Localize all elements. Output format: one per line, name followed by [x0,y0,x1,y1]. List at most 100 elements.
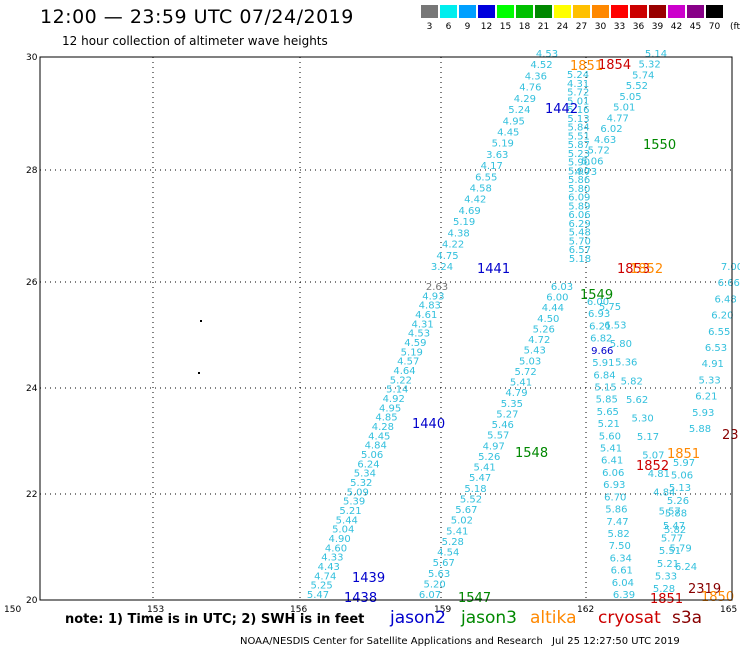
swh-value: 6.57 [569,245,591,256]
swh-value: 5.84 [567,123,589,134]
legend-swatch [478,5,495,18]
swh-value: 4.97 [483,441,505,452]
swh-value: 5.04 [332,525,354,536]
swh-value: 5.72 [567,88,589,99]
swh-value: 5.19 [453,217,475,228]
axis-tick-labels: 150 153 156 159 162 165 20 22 24 26 28 30 [4,53,737,615]
swh-value: 5.44 [336,515,358,526]
swh-value: 4.93 [422,291,444,302]
swh-value: 5.22 [390,375,412,386]
swh-value: 6.53 [705,343,727,354]
lon-tick-label: 162 [577,605,594,615]
swh-value: 4.31 [411,319,433,330]
swh-value: 4.52 [530,60,552,71]
swh-value: 4.84 [365,441,387,452]
legend-swatch [668,5,685,18]
swh-value: 6.93 [603,480,625,491]
swh-value: 6.93 [588,309,610,320]
swh-value: 5.41 [473,463,495,474]
swh-value: 7.47 [606,517,628,528]
swh-value: 4.53 [536,49,558,60]
swh-value: 5.07 [642,451,664,462]
swh-value: 4.76 [519,83,541,94]
swh-value: 5.05 [619,92,641,103]
swh-value: 6.82 [590,334,612,345]
swh-value: 5.52 [460,494,482,505]
swh-value: 6.21 [589,321,611,332]
lon-tick-label: 156 [290,605,307,615]
swh-value: 6.02 [600,124,622,135]
lat-tick-label: 28 [26,166,38,176]
swh-value: 4.63 [594,135,616,146]
swh-value: 7.00 [721,262,740,273]
swh-value: 5.51 [568,131,590,142]
swh-value: 5.33 [698,375,720,386]
island-dot [200,320,202,322]
swh-value: 4.61 [415,310,437,321]
swh-value: 4.53 [408,329,430,340]
swh-value: 4.36 [525,71,547,82]
swh-value: 5.01 [613,103,635,114]
credit-line: NOAA/NESDIS Center for Satellite Applica… [240,636,543,647]
pass-label: 1854 [598,58,631,73]
swh-value: 5.90 [568,158,590,169]
swh-value: 5.28 [442,537,464,548]
swh-value: 4.95 [503,116,525,127]
legend-label: 6 [445,22,452,32]
swh-value: 5.13 [669,483,691,494]
legend-label: 36 [632,22,645,32]
pass-label: 1852 [630,262,663,277]
swh-value: 5.82 [664,525,686,536]
swh-value: 6.29 [568,219,590,230]
pass-label: 1850 [701,590,734,605]
swh-value: 4.38 [447,228,469,239]
swh-value: 2.63 [426,282,448,293]
lon-tick-label: 165 [720,605,737,615]
swh-tracks: 5.475.254.744.434.334.604.905.045.445.21… [307,49,740,601]
swh-value: 4.85 [375,413,397,424]
swh-value: 5.30 [631,413,653,424]
swh-value: 4.42 [464,195,486,206]
swh-value: 6.55 [475,172,497,183]
swh-value: 5.13 [567,114,589,125]
legend-label: 15 [499,22,512,32]
legend-label: 33 [613,22,626,32]
lon-tick-label: 153 [147,605,164,615]
swh-value: 6.09 [568,193,590,204]
swh-value: 5.67 [433,558,455,569]
legend-label: 27 [575,22,588,32]
swh-value: 5.26 [533,325,555,336]
pass-label: 1440 [412,417,445,432]
swh-value: 5.26 [667,496,689,507]
swh-value: 5.19 [401,347,423,358]
swh-value: 5.47 [469,473,491,484]
swh-value: 5.03 [519,356,541,367]
legend-unit: (ft) [730,22,740,32]
legend-swatch [687,5,704,18]
swh-value: 5.35 [501,399,523,410]
swh-value: 4.50 [537,314,559,325]
legend-label: 18 [518,22,531,32]
swh-value: 4.90 [328,534,350,545]
swh-value: 4.45 [497,128,519,139]
swh-value: 4.60 [325,543,347,554]
footer-note: note: 1) Time is in UTC; 2) SWH is in fe… [65,612,365,627]
legend-swatch [459,5,476,18]
legend-label: 21 [537,22,550,32]
swh-value: 4.72 [528,335,550,346]
swh-value: 5.93 [692,408,714,419]
swh-value: 4.43 [318,562,340,573]
legend-label: 9 [464,22,471,32]
swh-value: 5.87 [568,140,590,151]
swh-value: 5.23 [568,149,590,160]
swh-value: 5.06 [671,471,693,482]
swh-value: 5.21 [657,559,679,570]
map-subtitle: 12 hour collection of altimeter wave hei… [62,34,328,48]
swh-value: 5.89 [568,201,590,212]
legend-swatch [497,5,514,18]
swh-value: 5.16 [567,105,589,116]
swh-value: 6.53 [604,321,626,332]
swh-value: 5.32 [638,60,660,71]
satellite-legend-item: altika [530,608,577,628]
swh-value: 6.07 [419,590,441,601]
